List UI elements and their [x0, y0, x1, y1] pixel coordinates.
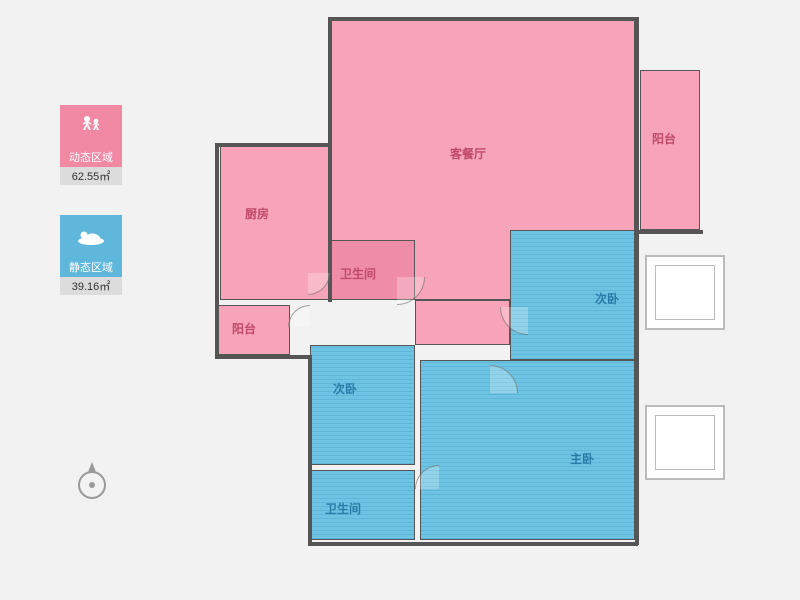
legend-dynamic: 动态区域 62.55㎡: [60, 105, 122, 185]
people-icon: [60, 105, 122, 147]
legend: 动态区域 62.55㎡ 静态区域 39.16㎡: [60, 105, 122, 325]
room-master: [420, 360, 635, 540]
room-label-bath2: 卫生间: [325, 500, 361, 517]
room-label-bed2b: 次卧: [333, 380, 357, 397]
wall: [215, 355, 310, 359]
compass-icon: [75, 460, 109, 507]
room-corridor: [415, 300, 510, 345]
wall: [328, 17, 332, 302]
wall: [635, 230, 639, 545]
legend-dynamic-value: 62.55㎡: [60, 167, 122, 185]
legend-static-value: 39.16㎡: [60, 277, 122, 295]
legend-static-label: 静态区域: [60, 257, 122, 277]
room-label-balc_s: 阳台: [232, 320, 256, 337]
wall: [215, 143, 219, 358]
room-label-living: 客餐厅: [450, 145, 486, 162]
room-label-bed2a: 次卧: [595, 290, 619, 307]
room-label-kitchen: 厨房: [245, 205, 269, 222]
sleep-icon: [60, 215, 122, 257]
room-label-bath1: 卫生间: [340, 265, 376, 282]
wall: [215, 143, 330, 147]
wall: [635, 230, 703, 234]
floorplan: 客餐厅厨房卫生间阳台阳台次卧次卧主卧卫生间: [200, 5, 770, 575]
room-bed2b: [310, 345, 415, 465]
wall: [308, 355, 312, 545]
room-label-master: 主卧: [570, 450, 594, 467]
legend-dynamic-label: 动态区域: [60, 147, 122, 167]
room-balc_e: [640, 70, 700, 230]
ext-balcony-inner-1: [655, 415, 715, 470]
ext-balcony-inner-0: [655, 265, 715, 320]
wall: [308, 542, 638, 546]
legend-static: 静态区域 39.16㎡: [60, 215, 122, 295]
wall: [635, 17, 639, 232]
wall: [328, 17, 638, 21]
door-arc-5: [288, 305, 332, 349]
room-label-balc_e: 阳台: [652, 130, 676, 147]
